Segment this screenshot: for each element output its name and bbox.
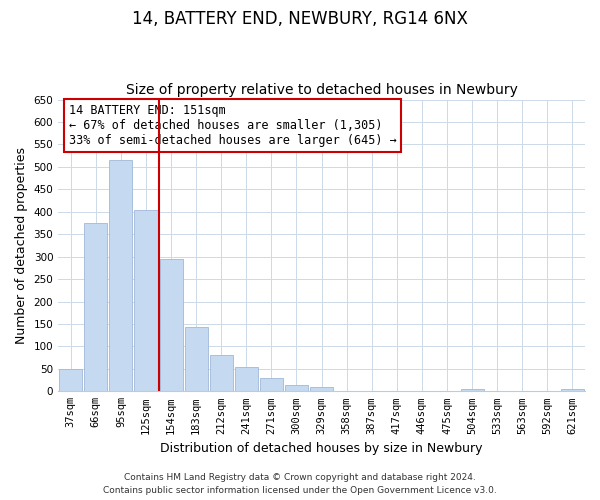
Bar — [285, 386, 308, 392]
Y-axis label: Number of detached properties: Number of detached properties — [15, 147, 28, 344]
Bar — [134, 210, 158, 392]
Bar — [561, 389, 584, 392]
Text: 14, BATTERY END, NEWBURY, RG14 6NX: 14, BATTERY END, NEWBURY, RG14 6NX — [132, 10, 468, 28]
Bar — [59, 369, 82, 392]
Text: Contains HM Land Registry data © Crown copyright and database right 2024.
Contai: Contains HM Land Registry data © Crown c… — [103, 474, 497, 495]
Bar — [209, 354, 233, 392]
Title: Size of property relative to detached houses in Newbury: Size of property relative to detached ho… — [125, 83, 518, 97]
Bar — [461, 389, 484, 392]
Bar — [235, 366, 258, 392]
Text: 14 BATTERY END: 151sqm
← 67% of detached houses are smaller (1,305)
33% of semi-: 14 BATTERY END: 151sqm ← 67% of detached… — [69, 104, 397, 147]
Bar — [109, 160, 133, 392]
Bar — [84, 223, 107, 392]
Bar — [260, 378, 283, 392]
Bar — [160, 259, 182, 392]
Bar — [310, 387, 333, 392]
Bar — [185, 327, 208, 392]
X-axis label: Distribution of detached houses by size in Newbury: Distribution of detached houses by size … — [160, 442, 483, 455]
